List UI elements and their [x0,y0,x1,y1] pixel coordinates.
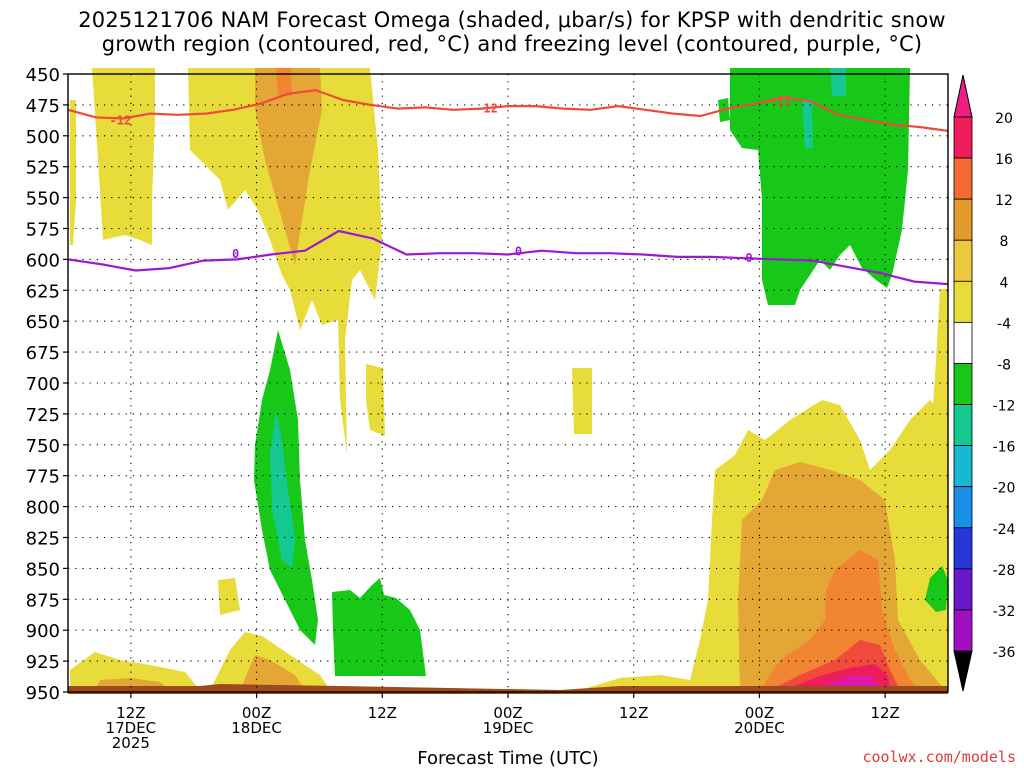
colorbar-label: -12 [993,399,1016,415]
axis-layer: 450 475 500 525 550 575 600 625 650 675 700 725 750 7… [26,65,949,768]
colorbar-band [953,239,973,282]
colorbar-label: 4 [1000,275,1009,291]
colorbar-band [953,116,973,159]
omega-region-minus4to-8 [925,566,948,612]
colorbar-label: 16 [995,152,1013,168]
x-tick-label: 17DEC [106,719,157,737]
x-tick-label: 00Z [493,704,522,722]
freezing-contour-label: 0 [232,247,239,261]
colorbar-band [953,363,973,405]
y-tick-label: 925 [26,652,60,673]
y-tick-label: 875 [26,590,60,611]
colorbar-label: -36 [993,645,1016,661]
colorbar-label: -20 [993,481,1016,497]
dgz-contour-label: -12 [476,101,498,115]
colorbar-band [953,609,973,652]
omega-region-minus8to-12 [270,410,295,568]
x-tick-label: 20DEC [734,719,785,737]
y-tick-label: 625 [26,281,60,302]
omega-region-minus8to-12 [830,68,846,96]
x-tick-label: 2025 [112,734,150,752]
y-tick-label: 800 [26,498,60,519]
omega-region-minus4to-8 [730,68,910,305]
y-tick-label: 850 [26,559,60,580]
x-tick-label: 00Z [745,704,774,722]
colorbar-band [953,280,973,323]
colorbar-band [953,486,973,529]
y-tick-label: 525 [26,158,60,179]
colorbar-label: 20 [995,111,1013,127]
colorbar-top-arrow [953,74,973,118]
y-tick-label: 950 [26,683,60,704]
omega-region-8to12 [240,655,305,690]
x-tick-label: 19DEC [483,719,534,737]
x-tick-label: 12Z [870,704,899,722]
colorbar-label: -8 [997,357,1011,373]
grid-layer [68,74,948,692]
contour-lines-layer: -12 -12 -12 0 0 0 [67,89,949,286]
omega-shading-layer [68,68,948,694]
y-tick-label: 550 [26,189,60,210]
colorbar-label: 8 [1000,234,1009,250]
y-tick-label: 575 [26,220,60,241]
y-tick-label: 750 [26,436,60,457]
omega-region-4to8 [366,364,385,436]
x-tick-label: 18DEC [231,719,282,737]
freezing-level-contour [67,229,949,286]
freezing-contour-label: 0 [515,245,522,259]
y-tick-label: 650 [26,312,60,333]
omega-region-4to8 [188,68,382,455]
omega-region-4to8 [92,68,155,245]
colorbar-band [953,198,973,241]
colorbar-label: -16 [993,440,1016,456]
y-tick-label: 775 [26,467,60,488]
dgz-contour-label: -12 [770,94,792,108]
dgz-minus12-contour [67,89,949,132]
colorbar-band [953,404,973,447]
y-tick-label: 500 [26,127,60,148]
colorbar-band [953,321,973,364]
x-tick-label: 12Z [619,704,648,722]
x-tick-label: 12Z [368,704,397,722]
colorbar-label: -24 [993,522,1016,538]
y-tick-label: 725 [26,405,60,426]
omega-region-minus4to-8 [332,578,426,676]
colorbar-bottom-arrow [953,650,973,692]
omega-region-12to16 [276,68,292,96]
x-tick-label: 12Z [116,704,145,722]
colorbar-band [953,157,973,200]
colorbar: 20 16 12 8 4 -4 -8 -12 -16 -20 -24 -28 -32 -36 [953,74,1016,692]
x-axis-title: Forecast Time (UTC) [417,748,598,768]
chart-title-line-1: 2025121706 NAM Forecast Omega (shaded, μ… [78,8,946,32]
y-tick-label: 475 [26,96,60,117]
colorbar-label: -4 [997,316,1011,332]
y-tick-label: 600 [26,250,60,271]
omega-region-4to8 [70,100,76,245]
colorbar-band [953,568,973,611]
dgz-contour-label: -12 [110,114,132,128]
colorbar-label: 12 [995,193,1013,209]
y-tick-label: 825 [26,529,60,550]
omega-region-4to8 [218,578,240,615]
colorbar-band [953,445,973,488]
omega-region-8to12 [255,68,322,265]
watermark: coolwx.com/models [862,748,1016,766]
y-tick-label: 700 [26,374,60,395]
y-tick-label: 675 [26,343,60,364]
colorbar-label: -32 [993,604,1016,620]
x-tick-label: 00Z [242,704,271,722]
y-tick-label: 900 [26,621,60,642]
omega-region-4to8 [572,368,592,434]
colorbar-band [953,527,973,570]
chart-title-line-2: growth region (contoured, red, °C) and f… [101,32,923,56]
y-tick-label: 450 [26,65,60,86]
colorbar-label: -28 [993,563,1016,579]
freezing-contour-label: 0 [745,251,752,265]
